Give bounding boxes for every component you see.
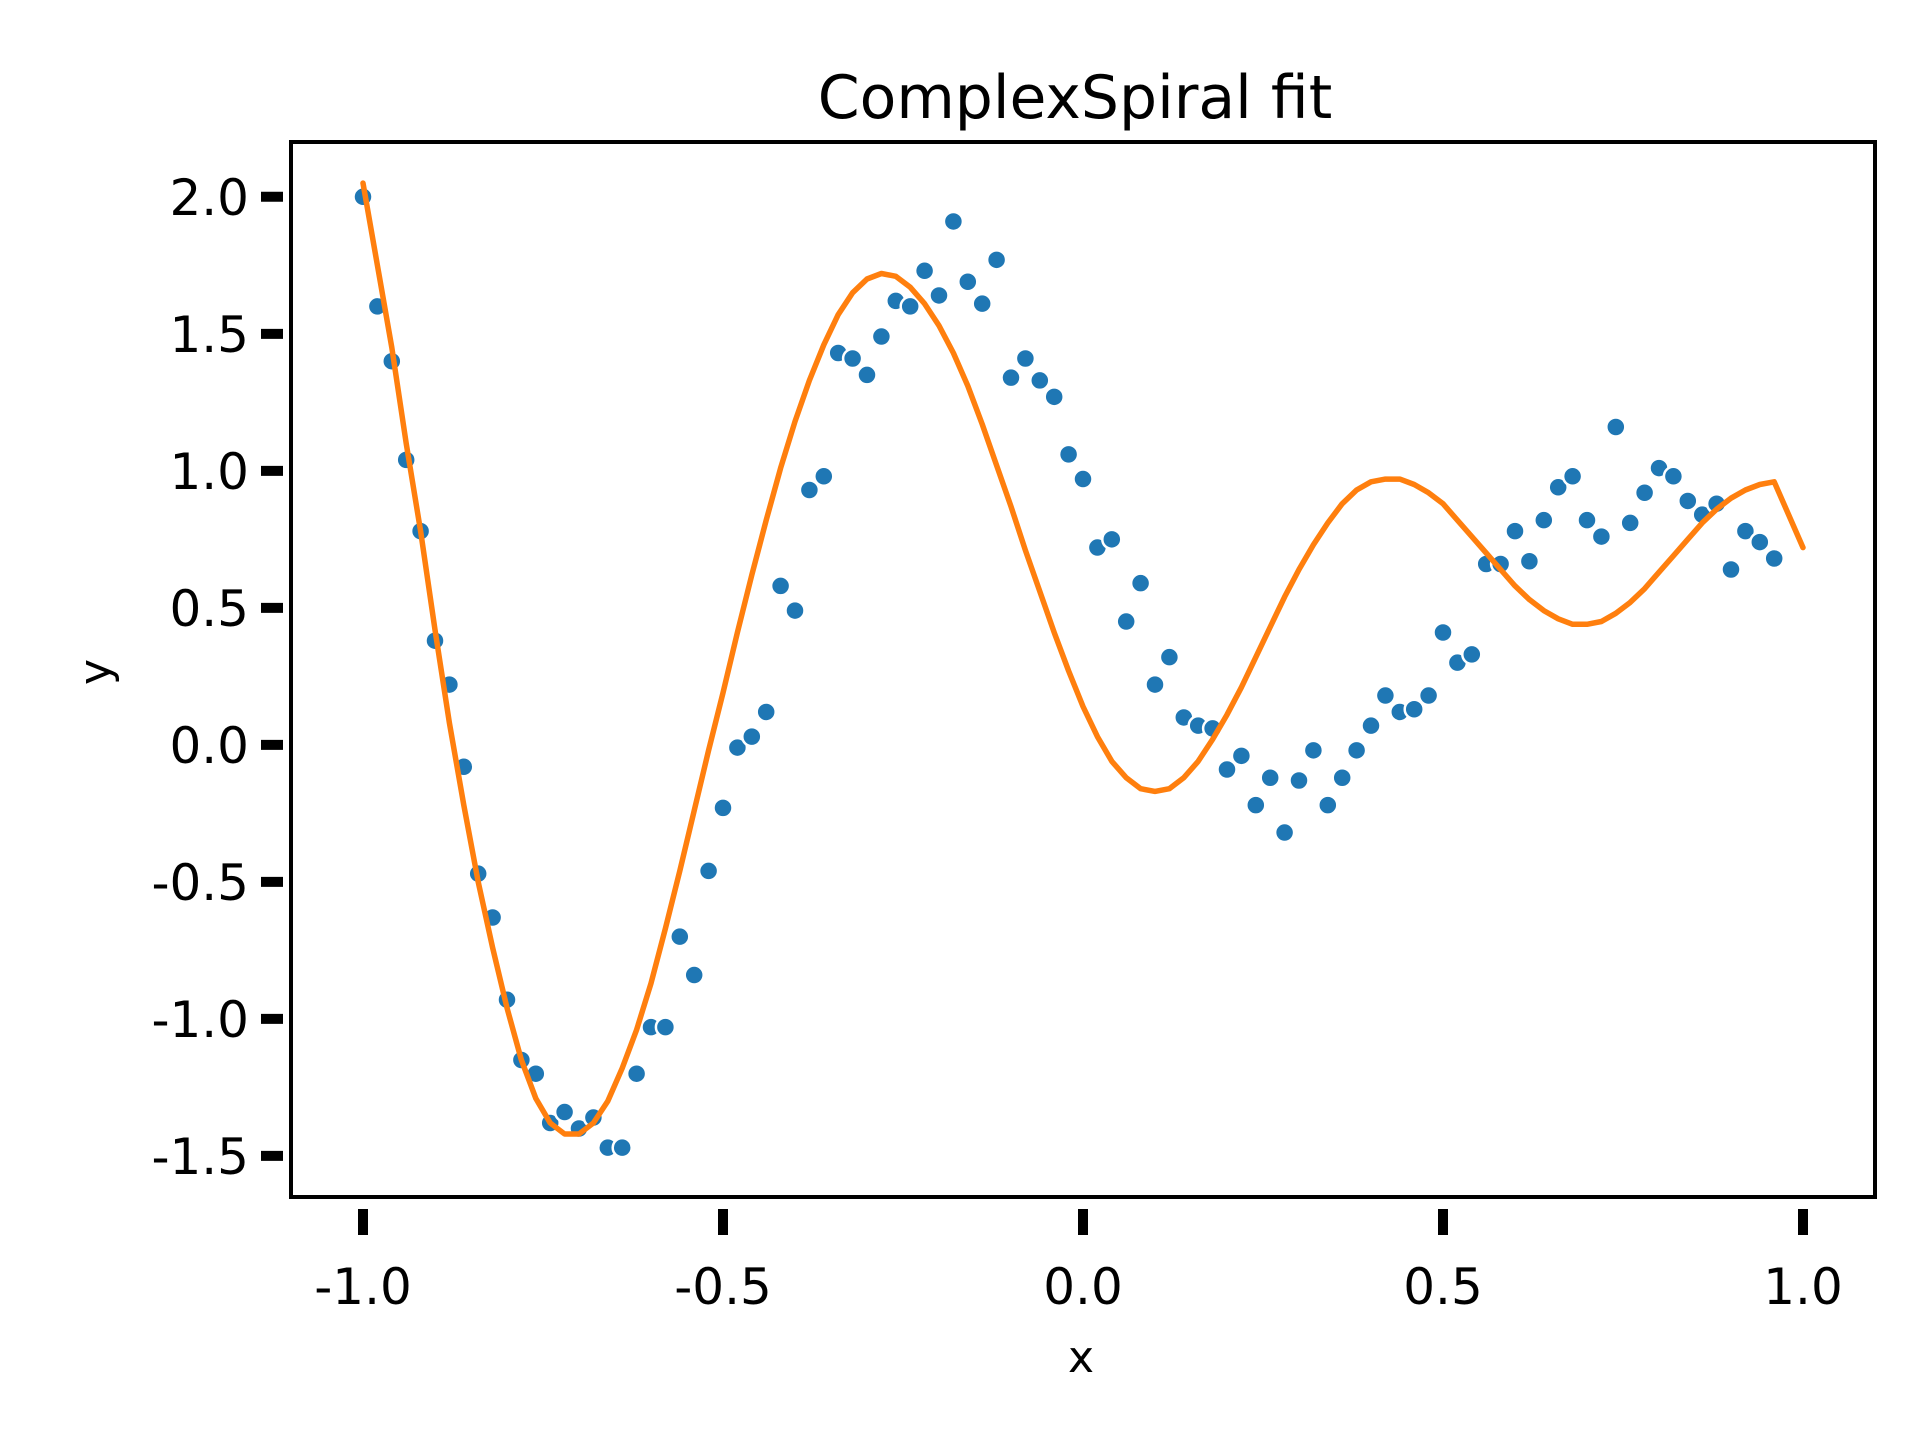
scatter-point bbox=[611, 1136, 633, 1159]
y-tick-label: 0.5 bbox=[169, 580, 249, 638]
x-axis-label: x bbox=[1068, 1332, 1094, 1383]
scatter-point bbox=[1633, 482, 1656, 504]
x-tick-label: 0.0 bbox=[1043, 1258, 1123, 1316]
scatter-point bbox=[1345, 739, 1368, 762]
scatter-point bbox=[1101, 528, 1123, 551]
scatter-point bbox=[1000, 366, 1022, 389]
scatter-point bbox=[1749, 531, 1771, 553]
scatter-point bbox=[669, 925, 691, 948]
y-tick-label: -0.5 bbox=[151, 854, 249, 912]
scatter-point bbox=[899, 295, 921, 318]
plot-area-frame bbox=[289, 140, 1877, 1199]
x-tick-label: -1.0 bbox=[314, 1258, 412, 1316]
scatter-point bbox=[654, 1016, 677, 1038]
scatter-point bbox=[942, 210, 965, 233]
scatter-point bbox=[1374, 684, 1397, 707]
scatter-point bbox=[1360, 714, 1382, 737]
y-tick-label: -1.0 bbox=[151, 991, 249, 1049]
scatter-point bbox=[841, 347, 864, 370]
scatter-point bbox=[813, 465, 835, 488]
scatter-point bbox=[1273, 821, 1296, 844]
scatter-point bbox=[1576, 509, 1598, 531]
scatter-point bbox=[1230, 745, 1253, 767]
scatter-point bbox=[1677, 490, 1699, 512]
scatter-point bbox=[1014, 347, 1037, 370]
scatter-point bbox=[1029, 369, 1051, 392]
scatter-point bbox=[1129, 572, 1152, 594]
scatter-point bbox=[913, 260, 936, 282]
scatter-point bbox=[1216, 758, 1238, 781]
scatter-point bbox=[755, 701, 777, 723]
scatter-point bbox=[726, 736, 749, 759]
scatter-point bbox=[1417, 684, 1440, 707]
scatter-point bbox=[1144, 673, 1166, 696]
scatter-point bbox=[798, 479, 821, 501]
scatter-point bbox=[971, 292, 993, 315]
scatter-point bbox=[553, 1101, 576, 1123]
scatter-point bbox=[1302, 739, 1325, 762]
scatter-point bbox=[741, 725, 763, 748]
scatter-point bbox=[784, 599, 806, 622]
scatter-point bbox=[1662, 465, 1685, 488]
scatter-point bbox=[1317, 794, 1339, 816]
y-axis-ticks: -1.5 -1.0 -0.5 0.0 0.5 1.0 1.5 2.0 bbox=[151, 169, 283, 1186]
scatter-point bbox=[683, 964, 705, 986]
scatter-point bbox=[1288, 769, 1310, 792]
y-tick-label: 2.0 bbox=[169, 169, 249, 227]
x-tick-label: 1.0 bbox=[1763, 1258, 1843, 1316]
x-axis-ticks: -1.0 -0.5 0.0 0.5 1.0 bbox=[314, 1209, 1843, 1316]
scatter-point bbox=[870, 325, 893, 348]
scatter-point bbox=[625, 1062, 648, 1085]
scatter-point bbox=[1259, 766, 1281, 789]
scatter-point bbox=[697, 860, 720, 882]
chart-title: ComplexSpiral fit bbox=[818, 63, 1333, 133]
scatter-point bbox=[1043, 386, 1065, 408]
y-tick-label: -1.5 bbox=[151, 1128, 249, 1186]
scatter-point bbox=[856, 364, 878, 386]
y-tick-label: 1.0 bbox=[169, 443, 249, 501]
fit-line bbox=[360, 180, 1806, 1137]
x-tick-label: 0.5 bbox=[1403, 1258, 1483, 1316]
scatter-point bbox=[712, 797, 734, 819]
scatter-point bbox=[1619, 512, 1641, 534]
scatter-point bbox=[1403, 698, 1425, 720]
scatter-point bbox=[957, 271, 979, 293]
scatter-point bbox=[1605, 416, 1627, 438]
scatter-point bbox=[1158, 646, 1181, 668]
scatter-point bbox=[1245, 794, 1267, 816]
scatter-point bbox=[1720, 558, 1742, 581]
scatter-point bbox=[1115, 610, 1137, 633]
y-tick-label: 1.5 bbox=[169, 306, 249, 364]
scatter-point bbox=[769, 575, 792, 597]
scatter-point bbox=[1432, 621, 1454, 644]
scatter-point bbox=[1533, 509, 1555, 531]
x-tick-label: -0.5 bbox=[674, 1258, 772, 1316]
scatter-point bbox=[1504, 520, 1526, 542]
scatter-point bbox=[1734, 520, 1757, 542]
scatter-point bbox=[1561, 465, 1584, 488]
scatter-point bbox=[1763, 547, 1785, 570]
plot-series bbox=[352, 180, 1806, 1159]
y-axis-label: y bbox=[70, 659, 121, 685]
scatter-point bbox=[1331, 766, 1353, 789]
scatter-point bbox=[1057, 443, 1080, 466]
scatter-point bbox=[1547, 476, 1569, 499]
scatter-point bbox=[928, 284, 950, 307]
scatter-point bbox=[1461, 643, 1483, 666]
scatter-point bbox=[1072, 468, 1094, 490]
scatter-point bbox=[1590, 525, 1613, 548]
scatter-point bbox=[985, 249, 1008, 271]
scatter-point bbox=[1518, 550, 1541, 573]
y-tick-label: 0.0 bbox=[169, 717, 249, 775]
